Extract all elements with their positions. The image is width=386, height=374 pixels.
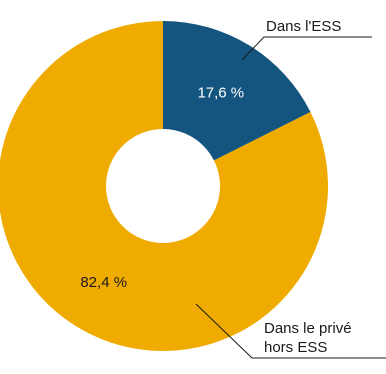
callout-prive-label-line2: hors ESS — [264, 339, 327, 356]
slice-value-label-0: 17,6 % — [197, 84, 244, 101]
labels-layer: 17,6 % 82,4 % — [80, 84, 244, 291]
callout-ess-label: Dans l'ESS — [266, 18, 341, 35]
callout-prive-leader — [195, 303, 386, 359]
donut-hole — [106, 129, 220, 243]
slice-value-label-1: 82,4 % — [80, 274, 127, 291]
callout-ess-leader — [241, 36, 372, 61]
callout-prive-label-line1: Dans le privé — [264, 320, 352, 337]
callout-ess: Dans l'ESS — [241, 18, 372, 61]
callout-prive: Dans le privé hors ESS — [195, 303, 386, 359]
